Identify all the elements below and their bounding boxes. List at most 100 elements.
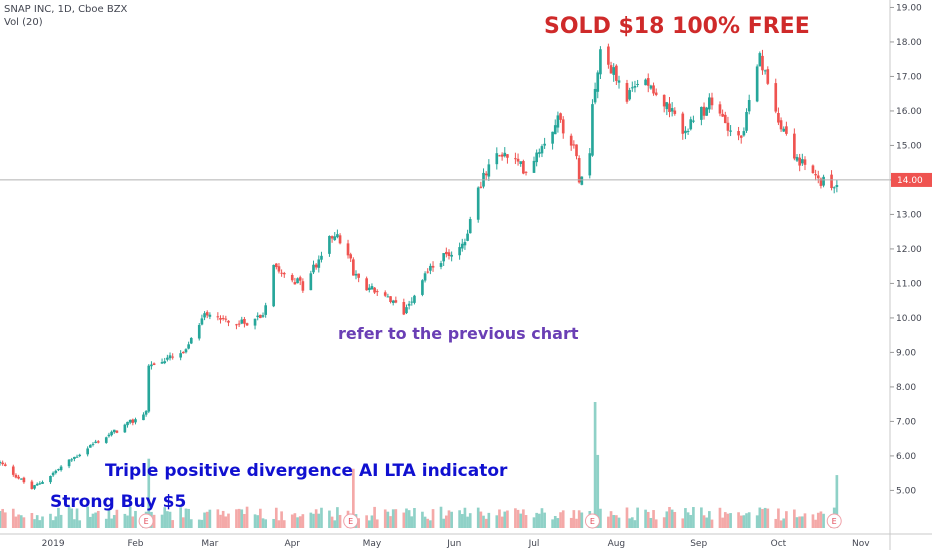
candle-body — [692, 120, 695, 122]
volume-bar — [70, 508, 74, 528]
volume-bar — [460, 514, 464, 528]
time-axis[interactable]: 2019 Feb Mar Apr May Jun Jul Aug Sep Oct Nov — [0, 533, 932, 549]
volume-bar — [94, 512, 97, 528]
volume-bar — [221, 510, 225, 528]
volume-bar — [708, 511, 711, 528]
candle-body — [609, 65, 613, 74]
candle-body — [30, 481, 34, 489]
volume-bar — [596, 454, 600, 528]
candle-body — [774, 83, 778, 112]
y-tick-label: 5.00 — [896, 486, 916, 496]
candle-body — [35, 483, 39, 486]
refer-annotation: refer to the previous chart — [338, 324, 579, 343]
candle-body — [253, 318, 257, 326]
x-tick-label: Jul — [528, 539, 540, 549]
candle-body — [203, 313, 206, 318]
volume-bar — [131, 516, 135, 528]
candle-body — [86, 448, 89, 455]
volume-bar — [290, 514, 294, 528]
candle-body — [89, 445, 92, 448]
earnings-marker-label: E — [348, 517, 353, 526]
volume-bar — [365, 515, 368, 528]
candle-body — [633, 86, 637, 88]
volume-bar — [243, 514, 246, 528]
candle-body — [644, 79, 647, 86]
volume-bar — [479, 511, 483, 528]
volume-bar — [73, 519, 76, 528]
candle-body — [514, 158, 517, 160]
x-tick-label: Jun — [446, 539, 461, 549]
volume-bar — [646, 511, 650, 528]
candle-body — [240, 319, 244, 324]
volume-bar — [259, 508, 262, 528]
volume-bar — [272, 518, 275, 528]
candle-body — [336, 234, 339, 238]
volume-bar — [522, 509, 525, 528]
candle-body — [205, 312, 209, 316]
candle-body — [466, 233, 469, 241]
volume-bar — [41, 516, 44, 528]
y-tick-label: 9.00 — [896, 348, 916, 358]
volume-bar — [779, 520, 783, 528]
x-tick-label: 2019 — [42, 539, 65, 549]
volume-bar — [503, 511, 507, 528]
candle-body — [277, 266, 281, 272]
volume-bar — [227, 513, 230, 528]
candle-body — [447, 252, 451, 256]
volume-bar — [729, 513, 732, 528]
candle-body — [779, 120, 783, 130]
volume-bar — [237, 508, 241, 528]
volume-bar — [147, 458, 151, 528]
candle-body — [104, 437, 108, 443]
volume-bar — [726, 513, 730, 528]
candle-body — [665, 102, 669, 110]
volume-bar — [338, 514, 342, 528]
candle-body — [70, 459, 74, 461]
candle-body — [227, 320, 230, 323]
volume-bar — [264, 519, 267, 528]
volume-bar — [330, 516, 334, 528]
candle-body — [654, 92, 658, 95]
volume-bar — [389, 516, 392, 528]
candle-body — [785, 126, 788, 134]
candle-body — [463, 242, 467, 246]
candle-body — [835, 185, 839, 187]
candle-body — [476, 187, 480, 220]
candle-body — [636, 83, 639, 85]
volume-bar — [181, 517, 185, 528]
x-tick-label: Nov — [852, 539, 870, 549]
candle-body — [532, 160, 536, 173]
volume-bar — [333, 520, 337, 528]
candle-body — [439, 263, 443, 267]
volume-bar — [665, 511, 669, 528]
candle-body — [131, 419, 135, 423]
price-axis[interactable]: 19.00 18.00 17.00 16.00 15.00 14.00 13.00 12.00… — [889, 0, 932, 550]
volume-bar — [747, 512, 751, 528]
volume-bar — [561, 510, 565, 528]
volume-bar — [559, 512, 562, 528]
candle-body — [391, 300, 395, 303]
candle-body — [662, 94, 666, 107]
volume-bar — [537, 513, 541, 528]
volume-bar — [179, 507, 182, 528]
candle-body — [357, 273, 360, 278]
candle-body — [702, 106, 706, 116]
volume-bar — [543, 512, 546, 528]
volume-bar — [96, 510, 100, 528]
candle-body — [588, 153, 592, 176]
y-tick-label: 15.00 — [896, 141, 922, 151]
volume-bar — [426, 518, 430, 528]
candle-body — [700, 106, 703, 120]
candle-body — [458, 247, 461, 256]
candle-body — [150, 364, 153, 367]
volume-bar — [718, 507, 722, 528]
candle-body — [705, 107, 709, 116]
candle-body — [49, 475, 52, 483]
volume-bar — [386, 511, 390, 528]
volume-bar — [35, 515, 39, 528]
volume-bar — [357, 518, 360, 528]
volume-bar — [803, 513, 807, 528]
candle-body — [431, 265, 435, 268]
